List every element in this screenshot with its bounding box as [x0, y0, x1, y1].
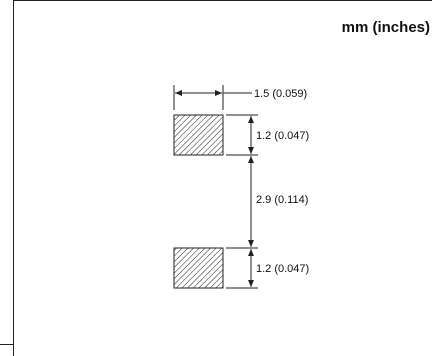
gap-label: 2.9 (0.114): [256, 194, 308, 206]
top-height-label: 1.2 (0.047): [256, 130, 309, 142]
frame-top-border: [13, 0, 432, 1]
frame-left-tick: [0, 344, 14, 345]
frame-left-border: [13, 0, 14, 356]
top-pad: [173, 114, 224, 156]
units-label: mm (inches): [341, 19, 430, 36]
width-label: 1.5 (0.059): [254, 88, 307, 100]
bottom-height-label: 1.2 (0.047): [256, 263, 309, 275]
bottom-pad: [173, 247, 224, 289]
